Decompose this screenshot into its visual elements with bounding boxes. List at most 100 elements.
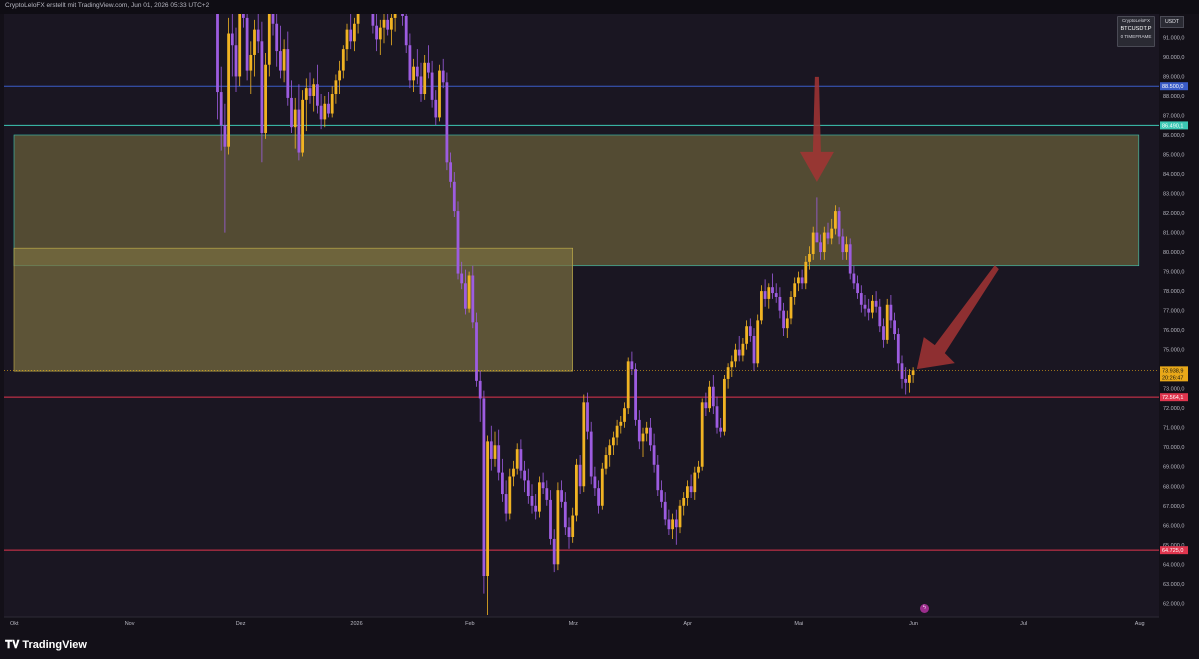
candle-body	[804, 261, 808, 284]
candle-body	[467, 275, 471, 309]
candle-body	[841, 236, 845, 253]
candle-body	[271, 14, 275, 24]
candle-body	[697, 466, 700, 473]
candle-body	[893, 320, 896, 335]
x-tick-label: 2026	[350, 621, 362, 627]
candle-body	[534, 505, 538, 512]
legend-timeframe: 0 TIMEFRAME	[1120, 34, 1152, 39]
candle-body	[319, 105, 323, 120]
candle-body	[256, 29, 260, 42]
candle-body	[848, 244, 852, 274]
candle-body	[441, 70, 445, 83]
candle-body	[682, 497, 686, 506]
x-tick-label: Aug	[1135, 621, 1145, 627]
candle-body	[501, 472, 504, 495]
y-tick-label: 69.000,0	[1163, 465, 1184, 471]
candle-body	[456, 211, 460, 274]
candle-body	[678, 505, 682, 528]
y-tick-label: 71.000,0	[1163, 426, 1184, 432]
candle-body	[623, 408, 626, 422]
candle-body	[686, 486, 689, 498]
candle-body	[800, 277, 804, 284]
attribution-text: CryptoLeloFX erstellt mit TradingView.co…	[5, 2, 210, 9]
candle-body	[834, 211, 837, 229]
tradingview-logo[interactable]: 𝐓𝐕 TradingView	[5, 639, 87, 652]
footer-bar	[0, 633, 1199, 659]
x-tick-label: Mai	[794, 621, 803, 627]
candle-body	[375, 25, 378, 40]
candle-body	[737, 349, 741, 356]
candle-body	[515, 449, 519, 469]
candle-body	[637, 419, 641, 442]
candle-body	[671, 519, 674, 530]
annotation-arrow	[916, 265, 999, 370]
candle-body	[619, 421, 623, 426]
x-tick-label: Jun	[909, 621, 918, 627]
candle-body	[371, 14, 375, 26]
candle-body	[245, 17, 249, 71]
candle-body	[556, 490, 560, 565]
candle-body	[771, 287, 774, 294]
candle-body	[645, 427, 649, 434]
candle-body	[700, 402, 704, 467]
candle-body	[689, 486, 693, 493]
x-tick-label: Okt	[10, 621, 19, 627]
candle-body	[316, 84, 319, 106]
candle-body	[327, 103, 330, 114]
candle-body	[822, 232, 826, 253]
current-price-tag	[1160, 366, 1188, 382]
x-tick-label: Feb	[465, 621, 474, 627]
candle-body	[575, 464, 578, 516]
level-price-label: 86.490,1	[1162, 123, 1183, 129]
y-tick-label: 81.000,0	[1163, 231, 1184, 237]
candle-body	[378, 27, 382, 40]
countdown-label: 20:26:47	[1162, 375, 1183, 381]
candle-body	[304, 88, 308, 100]
legend-symbol: BTCUSDT.P	[1120, 26, 1152, 32]
candle-body	[904, 378, 908, 383]
candle-body	[482, 398, 486, 577]
candle-body	[230, 33, 234, 46]
y-tick-label: 67.000,0	[1163, 504, 1184, 510]
candle-body	[748, 326, 752, 336]
x-tick-label: Mrz	[569, 621, 578, 627]
candle-body	[789, 296, 793, 319]
candle-body	[882, 326, 885, 340]
symbol-legend[interactable]: CryptoLeloFX BTCUSDT.P 0 TIMEFRAME	[1117, 16, 1155, 47]
y-tick-label: 91.000,0	[1163, 35, 1184, 41]
candle-body	[223, 125, 227, 147]
candle-body	[427, 62, 430, 73]
candle-body	[889, 304, 893, 321]
candle-body	[538, 482, 541, 512]
currency-button[interactable]: USDT	[1160, 16, 1184, 28]
candle-body	[571, 515, 575, 537]
candle-body	[345, 29, 349, 50]
lightning-event-icon[interactable]: ϟ	[920, 604, 929, 613]
candle-body	[626, 361, 630, 409]
header-bar: CryptoLeloFX erstellt mit TradingView.co…	[0, 0, 1199, 14]
candle-body	[634, 369, 637, 420]
candle-body	[552, 538, 556, 565]
candle-body	[711, 386, 715, 407]
candle-body	[412, 66, 415, 81]
candle-body	[242, 14, 245, 18]
candle-body	[885, 304, 889, 340]
arrows-layer	[799, 76, 999, 370]
candle-body	[908, 375, 911, 383]
candle-body	[478, 380, 482, 399]
candle-body	[419, 76, 423, 95]
candle-body	[297, 109, 301, 153]
candle-body	[667, 519, 671, 530]
candle-body	[308, 88, 312, 96]
level-price-tag	[1160, 121, 1188, 130]
candle-body	[608, 445, 612, 456]
candle-body	[604, 455, 608, 469]
candle-body	[730, 361, 734, 368]
level-price-tag	[1160, 393, 1188, 402]
candle-body	[578, 464, 582, 487]
candle-body	[312, 84, 316, 96]
candle-body	[745, 326, 748, 344]
candle-body	[612, 437, 615, 446]
candle-body	[593, 476, 597, 489]
